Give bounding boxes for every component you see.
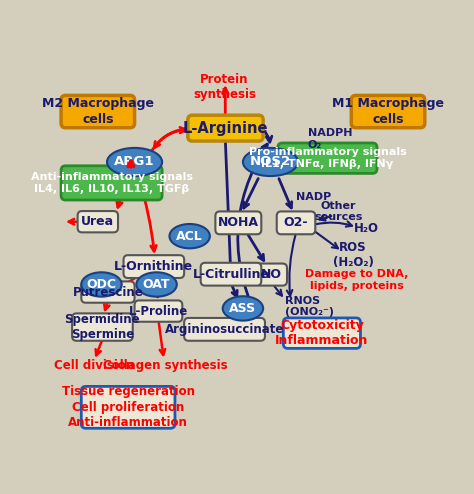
- FancyBboxPatch shape: [256, 263, 287, 286]
- Text: Cytotoxicity
Inflammation: Cytotoxicity Inflammation: [275, 319, 369, 347]
- Text: Pro-inflammatory signals
IL1, TNFα, IFNβ, IFNγ: Pro-inflammatory signals IL1, TNFα, IFNβ…: [248, 147, 406, 169]
- FancyBboxPatch shape: [82, 386, 175, 428]
- FancyBboxPatch shape: [215, 211, 261, 234]
- Text: NOHA: NOHA: [218, 216, 259, 229]
- Text: Urea: Urea: [81, 215, 114, 228]
- Text: NADP: NADP: [296, 192, 331, 202]
- Text: ACL: ACL: [176, 230, 203, 243]
- Ellipse shape: [170, 224, 210, 248]
- FancyBboxPatch shape: [124, 255, 184, 278]
- FancyBboxPatch shape: [184, 318, 265, 341]
- Ellipse shape: [82, 272, 122, 296]
- Ellipse shape: [223, 296, 263, 321]
- Text: ARG1: ARG1: [114, 156, 155, 168]
- Text: OAT: OAT: [143, 278, 170, 291]
- Text: Collagen synthesis: Collagen synthesis: [103, 359, 228, 372]
- Text: Spermidine
Spermine: Spermidine Spermine: [64, 313, 140, 341]
- FancyBboxPatch shape: [61, 95, 135, 128]
- FancyBboxPatch shape: [61, 166, 162, 200]
- Text: O2-: O2-: [284, 216, 308, 229]
- FancyBboxPatch shape: [277, 211, 315, 234]
- Text: ODC: ODC: [86, 278, 117, 291]
- Text: ASS: ASS: [229, 302, 256, 315]
- Text: Anti-inflammatory signals
IL4, IL6, IL10, IL13, TGFβ: Anti-inflammatory signals IL4, IL6, IL10…: [31, 172, 192, 194]
- Text: L-Ornithine: L-Ornithine: [114, 260, 193, 273]
- Ellipse shape: [243, 148, 298, 176]
- FancyBboxPatch shape: [78, 211, 118, 232]
- Ellipse shape: [137, 272, 177, 296]
- Text: M1 Macrophage
cells: M1 Macrophage cells: [332, 97, 444, 126]
- Ellipse shape: [107, 148, 162, 176]
- Text: M2 Macrophage
cells: M2 Macrophage cells: [42, 97, 154, 126]
- Text: L-Arginine: L-Arginine: [182, 121, 268, 136]
- Text: NADPH
O₂: NADPH O₂: [308, 128, 352, 150]
- Text: L-Proline: L-Proline: [129, 305, 188, 318]
- Text: Damage to DNA,
lipids, proteins: Damage to DNA, lipids, proteins: [305, 269, 409, 290]
- Text: Putrescine: Putrescine: [73, 286, 143, 298]
- FancyBboxPatch shape: [201, 263, 261, 286]
- Text: NOS2: NOS2: [250, 156, 291, 168]
- FancyBboxPatch shape: [283, 318, 360, 348]
- Text: H₂O: H₂O: [354, 222, 378, 235]
- Text: Protein
synthesis: Protein synthesis: [193, 73, 256, 101]
- FancyBboxPatch shape: [72, 313, 133, 341]
- Text: L-Citrulline: L-Citrulline: [192, 268, 270, 281]
- Text: Cell division: Cell division: [54, 359, 134, 372]
- FancyBboxPatch shape: [188, 115, 263, 141]
- FancyBboxPatch shape: [135, 300, 182, 322]
- Text: RNOS
(ONO₂⁻): RNOS (ONO₂⁻): [285, 296, 334, 317]
- FancyBboxPatch shape: [351, 95, 425, 128]
- Text: Other
sources: Other sources: [314, 201, 363, 222]
- Text: Tissue regeneration
Cell proliferation
Anti-inflammation: Tissue regeneration Cell proliferation A…: [62, 385, 195, 429]
- FancyBboxPatch shape: [278, 143, 377, 173]
- Text: Argininosuccinate: Argininosuccinate: [165, 323, 284, 336]
- Text: NO: NO: [261, 268, 282, 281]
- Text: ROS
(H₂O₂): ROS (H₂O₂): [333, 241, 374, 269]
- FancyBboxPatch shape: [82, 282, 135, 303]
